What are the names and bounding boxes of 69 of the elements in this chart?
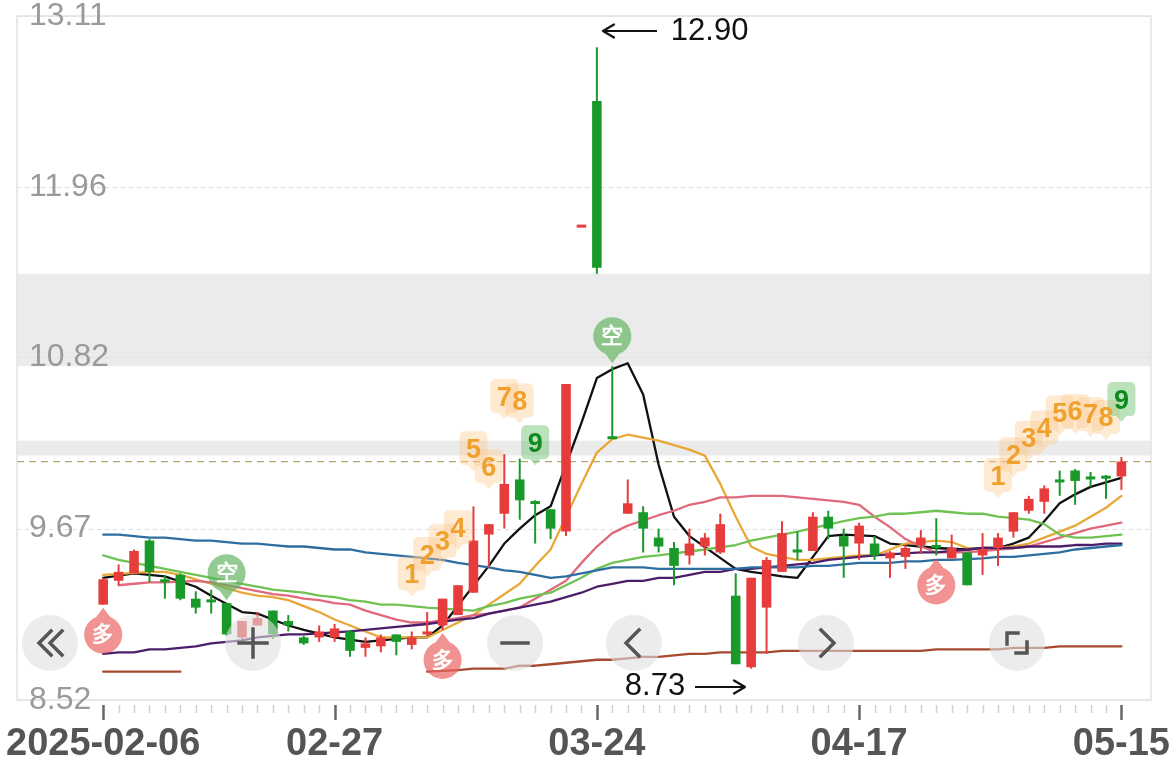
candlestick [669, 541, 679, 587]
annotation: 3 [1021, 423, 1037, 454]
candlestick [916, 529, 926, 555]
candlestick [514, 457, 525, 521]
y-tick-label: 10.82 [29, 337, 110, 374]
annotation: 5 [1052, 397, 1068, 428]
candlestick [607, 365, 618, 440]
x-tick-label: 04-17 [810, 721, 908, 764]
candlestick [1101, 473, 1111, 500]
candlestick [175, 572, 186, 602]
annotation: 4 [1036, 412, 1052, 443]
y-tick-label: 8.52 [29, 679, 92, 716]
candlestick [792, 530, 803, 561]
annotation: 12.90 [670, 11, 749, 47]
y-tick-label: 9.67 [29, 508, 92, 545]
candlestick [838, 527, 849, 579]
candlestick [1008, 511, 1019, 539]
annotation: 3 [435, 526, 451, 557]
candlestick [190, 590, 201, 615]
candlestick [931, 517, 942, 557]
candlestick [268, 609, 278, 640]
annotation: 8 [512, 386, 528, 417]
x-tick-label: 02-27 [286, 721, 384, 764]
x-tick-label: 05-15 [1072, 721, 1171, 764]
candlestick [160, 573, 170, 600]
candlestick [977, 532, 988, 576]
candlestick [391, 633, 402, 657]
candlestick [993, 532, 1003, 567]
annotation: 8.73 [624, 667, 686, 703]
candlestick [653, 527, 664, 554]
candlestick [823, 509, 834, 541]
candlestick [345, 628, 355, 658]
candlestick [1070, 468, 1080, 506]
annotation: 7 [496, 381, 512, 412]
annotation: 7 [1083, 399, 1099, 430]
annotation: 6 [1067, 396, 1083, 427]
candlestick [206, 588, 216, 615]
annotation: 空 [215, 559, 238, 585]
x-tick-label: 2025-02-06 [5, 721, 201, 764]
x-tick-label: 03-24 [548, 721, 646, 764]
candlestick [622, 478, 633, 515]
annotation: 5 [465, 433, 481, 464]
candlestick [1054, 469, 1065, 497]
annotation: 1 [404, 558, 420, 589]
annotation: 8 [1098, 402, 1114, 433]
annotation: 9 [1113, 384, 1129, 415]
annotation: 6 [481, 451, 497, 482]
annotation: 多 [925, 572, 948, 598]
candlestick [900, 544, 911, 570]
candlestick [854, 521, 864, 561]
annotation: 空 [601, 322, 624, 348]
candlestick [422, 611, 432, 637]
y-tick-label: 13.11 [29, 0, 107, 32]
candlestick [1039, 484, 1050, 515]
candlestick [360, 636, 371, 658]
annotation: 4 [450, 512, 466, 543]
candlestick [484, 523, 494, 569]
candlestick [530, 499, 540, 545]
candlestick [700, 532, 710, 557]
candlestick [545, 508, 556, 541]
candlestick [113, 563, 124, 587]
annotation: 多 [92, 621, 115, 647]
candlestick [638, 505, 648, 554]
annotation: 多 [431, 646, 454, 672]
y-tick-label: 11.96 [29, 167, 107, 204]
annotation: 9 [527, 427, 543, 458]
annotation: 2 [1005, 439, 1021, 470]
annotation: 1 [990, 460, 1006, 491]
candlestick [885, 549, 895, 579]
